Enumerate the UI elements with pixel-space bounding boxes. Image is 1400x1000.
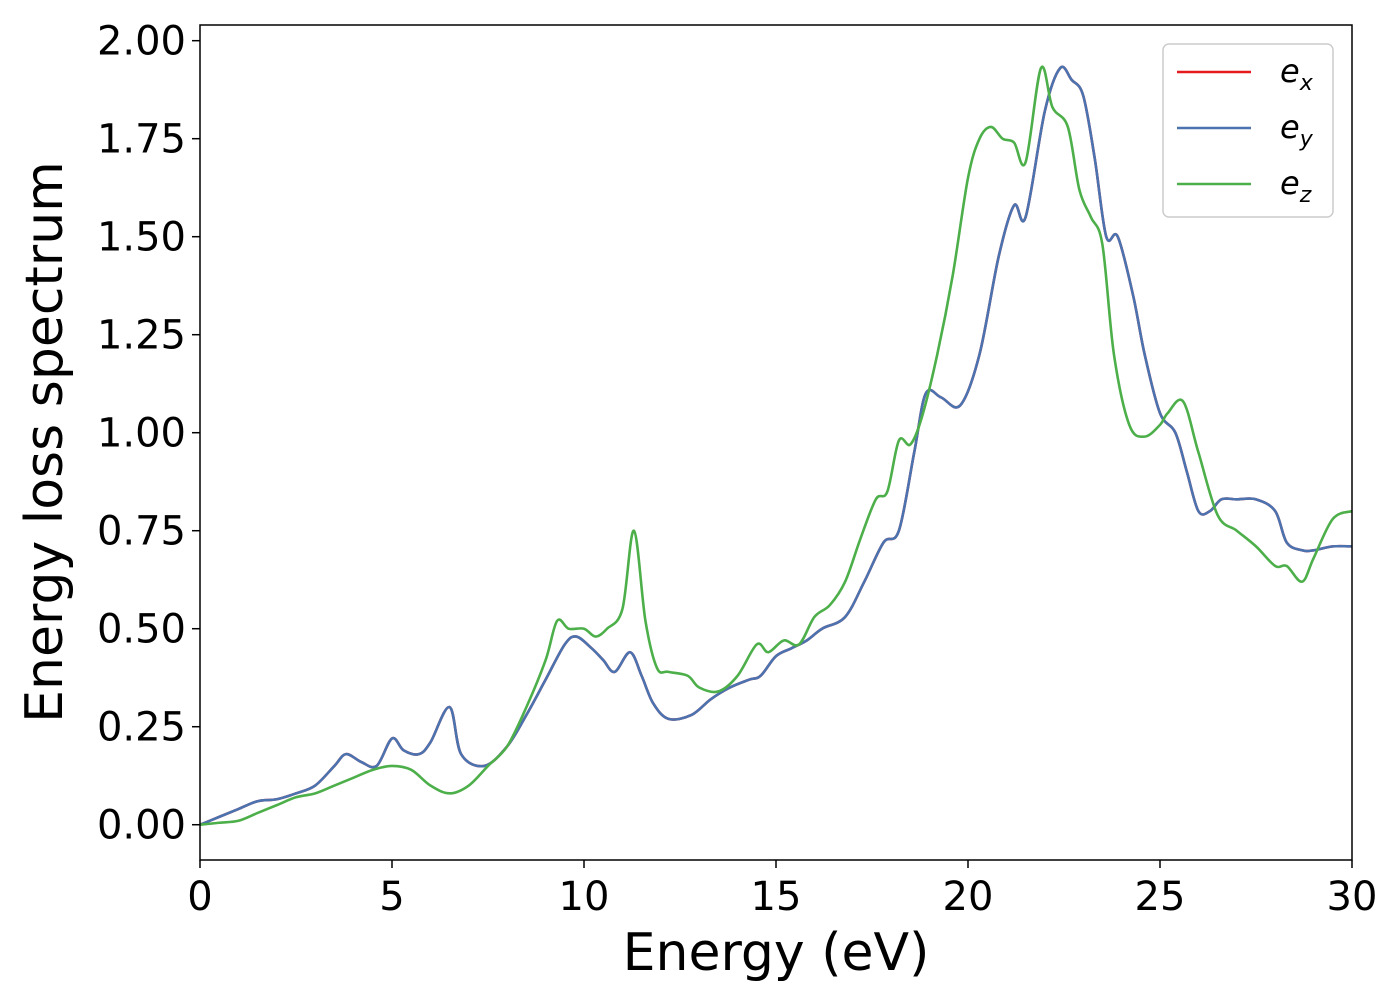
legend-label-ez: ez: [1280, 164, 1312, 208]
y-tick-label: 1.00: [97, 411, 186, 457]
y-tick-label: 1.25: [97, 313, 186, 359]
y-tick-label: 0.25: [97, 705, 186, 751]
y-tick-label: 1.75: [97, 117, 186, 163]
x-tick-label: 30: [1327, 874, 1378, 920]
legend-items: ex ey ez: [1177, 52, 1314, 208]
legend-label-ey: ey: [1280, 108, 1314, 152]
legend-label-ex: ex: [1280, 52, 1314, 96]
x-axis-ticks: 0 5 10 15 20 25 30: [187, 860, 1377, 920]
y-tick-label: 0.75: [97, 509, 186, 555]
x-axis-label: Energy (eV): [623, 923, 930, 983]
x-tick-label: 5: [379, 874, 404, 920]
y-tick-label: 0.00: [97, 803, 186, 849]
y-axis-label: Energy loss spectrum: [15, 161, 75, 723]
x-tick-label: 20: [943, 874, 994, 920]
x-tick-label: 15: [751, 874, 802, 920]
x-tick-label: 10: [559, 874, 610, 920]
series-line-ey: [200, 65, 1352, 826]
legend-box: [1162, 43, 1334, 218]
x-tick-label: 25: [1135, 874, 1186, 920]
y-tick-label: 0.50: [97, 607, 186, 653]
x-tick-label: 0: [187, 874, 212, 920]
y-tick-label: 2.00: [97, 19, 186, 65]
series-layer: [200, 65, 1352, 827]
y-tick-label: 1.50: [97, 215, 186, 261]
series-line-ez: [200, 65, 1352, 827]
legend: ex ey ez: [1162, 43, 1334, 218]
y-axis-ticks: 0.00 0.25 0.50 0.75 1.00 1.25 1.50 1.75 2.00: [97, 19, 200, 849]
